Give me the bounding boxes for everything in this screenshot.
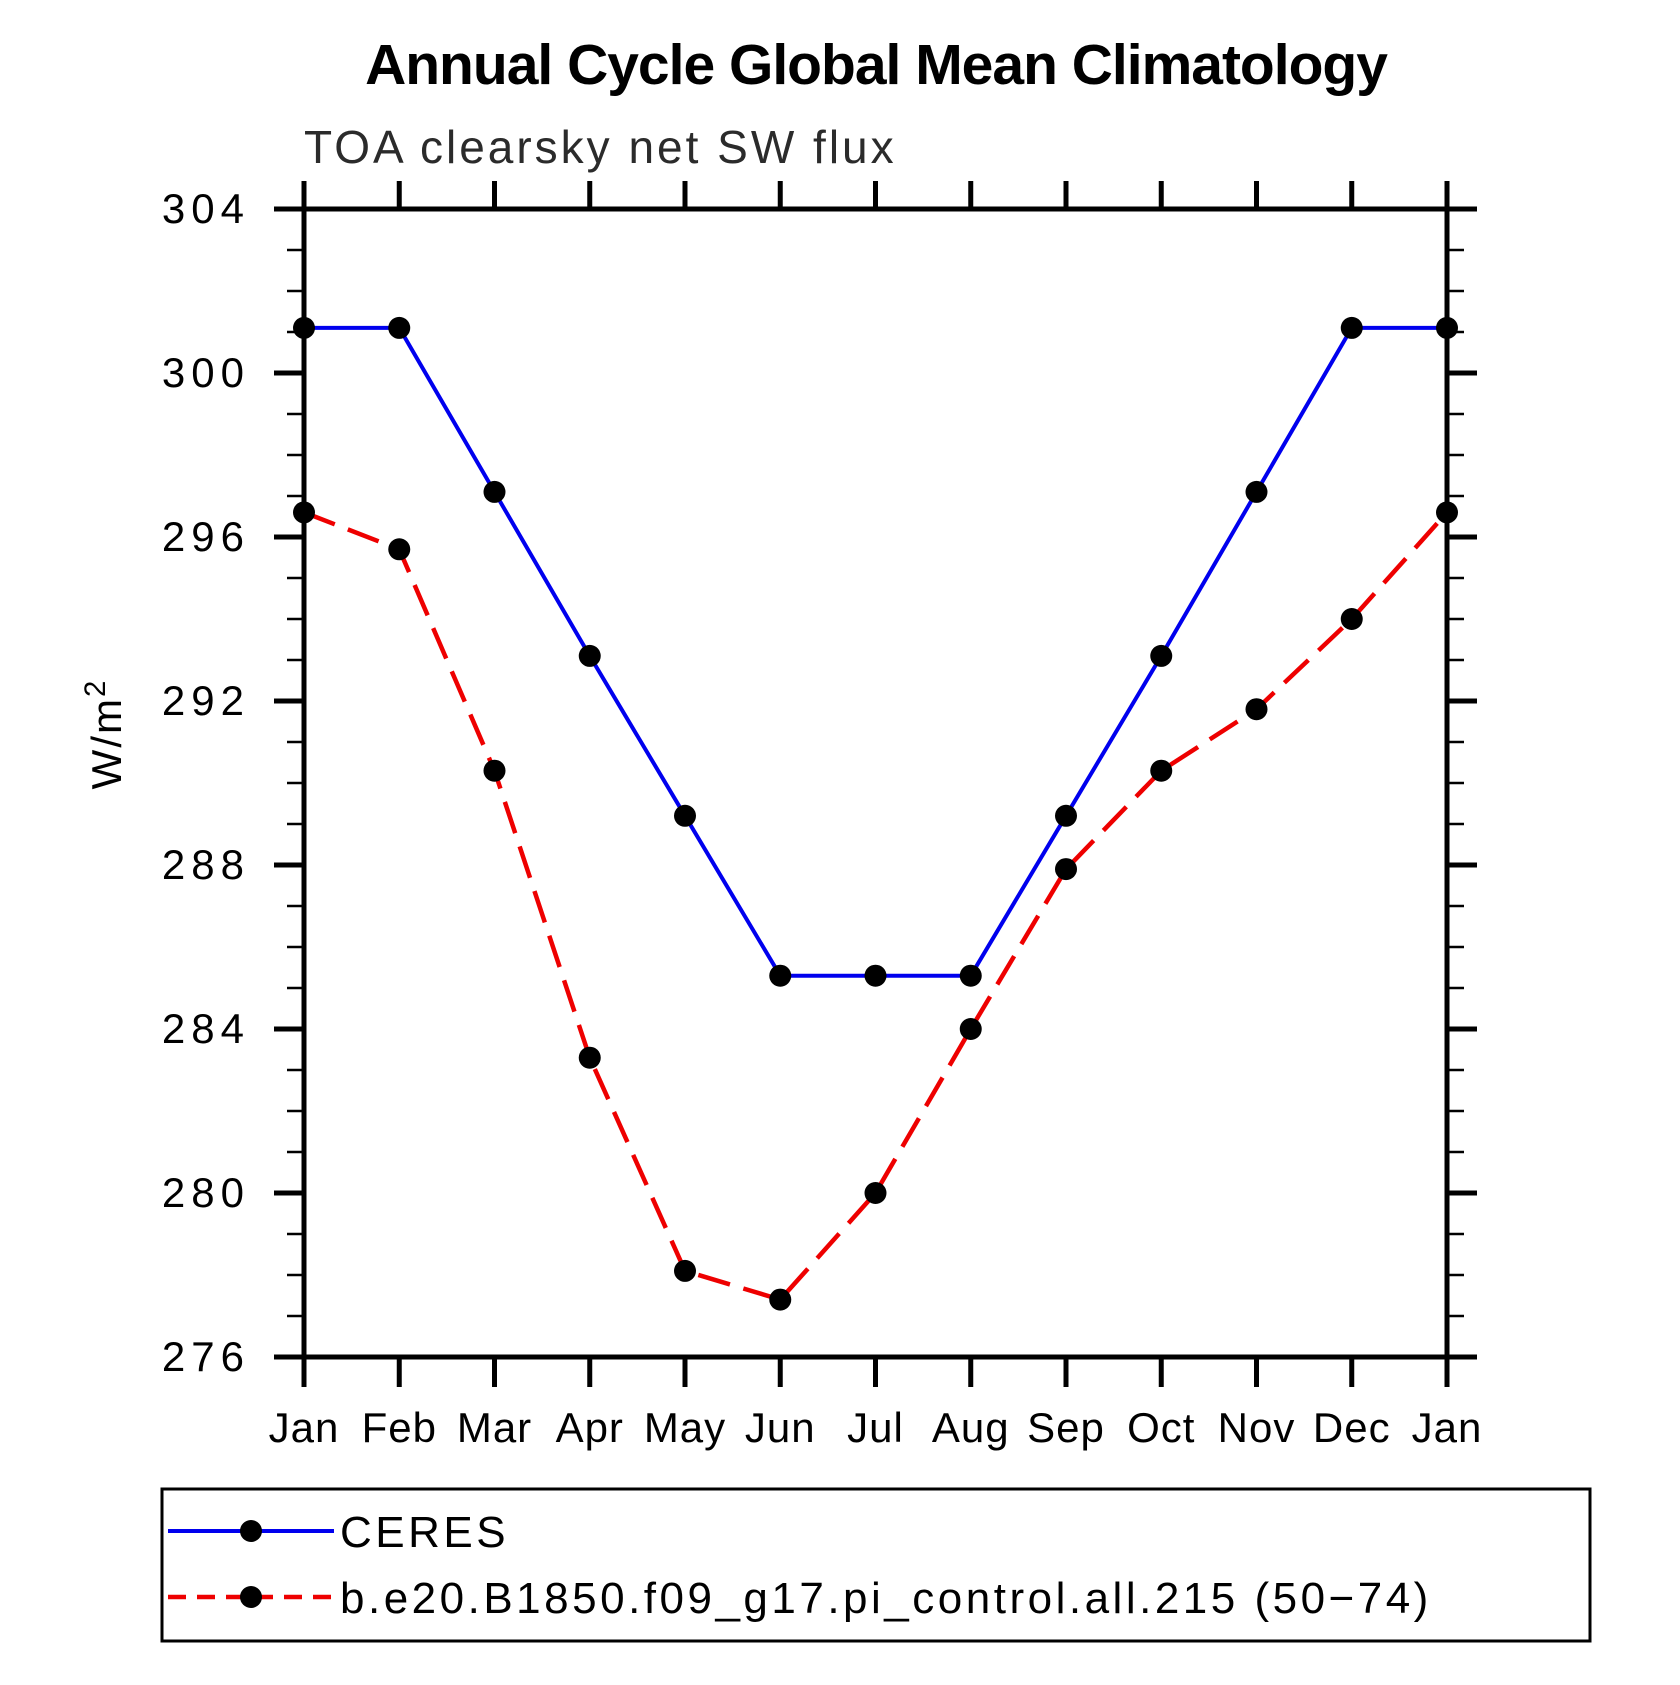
x-tick-label: Nov bbox=[1218, 1404, 1296, 1451]
x-tick-label: Mar bbox=[457, 1404, 532, 1451]
x-tick-label: Jun bbox=[745, 1404, 816, 1451]
ceres-marker bbox=[1055, 804, 1077, 827]
x-tick-label: Aug bbox=[932, 1404, 1010, 1451]
model-marker bbox=[959, 1018, 982, 1040]
model-marker bbox=[674, 1259, 696, 1282]
legend-label-model: b.e20.B1850.f09_g17.pi_control.all.215 (… bbox=[340, 1574, 1432, 1623]
x-tick-label: Oct bbox=[1127, 1404, 1195, 1451]
ceres-marker bbox=[1245, 480, 1268, 503]
legend-label-ceres: CERES bbox=[340, 1508, 509, 1557]
svg-text:W/m2: W/m2 bbox=[79, 679, 130, 790]
x-tick-label: Jul bbox=[847, 1404, 904, 1451]
chart-subtitle: TOA clearsky net SW flux bbox=[304, 121, 897, 173]
y-axis-title-base: W/m bbox=[83, 697, 130, 789]
legend-marker-model bbox=[240, 1586, 262, 1608]
x-tick-label: May bbox=[644, 1404, 726, 1451]
y-tick-label: 300 bbox=[162, 349, 250, 396]
chart-title: Annual Cycle Global Mean Climatology bbox=[365, 33, 1388, 97]
ceres-marker bbox=[769, 964, 792, 987]
x-tick-label: Feb bbox=[362, 1404, 437, 1451]
y-tick-label: 292 bbox=[162, 677, 250, 724]
ceres-marker bbox=[864, 964, 887, 987]
ceres-marker bbox=[1340, 316, 1363, 339]
model-marker bbox=[1245, 698, 1268, 721]
model-marker bbox=[578, 1046, 601, 1069]
model-marker bbox=[769, 1288, 792, 1311]
ceres-marker bbox=[388, 316, 411, 339]
x-tick-label: Jan bbox=[269, 1404, 340, 1451]
axis-ticks bbox=[274, 181, 1477, 1387]
model-marker bbox=[388, 538, 411, 561]
model-marker bbox=[1340, 608, 1363, 630]
y-tick-label: 276 bbox=[162, 1333, 250, 1380]
model-marker bbox=[864, 1182, 887, 1204]
model-line bbox=[303, 510, 1449, 1303]
model-marker bbox=[1150, 759, 1173, 782]
ceres-marker bbox=[578, 644, 601, 667]
legend-row-ceres: CERES bbox=[168, 1508, 509, 1557]
data-series bbox=[293, 316, 1458, 1311]
ceres-marker bbox=[959, 964, 982, 987]
legend-row-model: b.e20.B1850.f09_g17.pi_control.all.215 (… bbox=[168, 1574, 1432, 1623]
legend: CERES b.e20.B1850.f09_g17.pi_control.all… bbox=[160, 1487, 1592, 1643]
ceres-marker bbox=[674, 804, 696, 827]
ceres-marker bbox=[483, 480, 506, 503]
model-marker bbox=[1055, 858, 1077, 881]
y-tick-label: 284 bbox=[162, 1005, 250, 1052]
x-tick-label: Dec bbox=[1313, 1404, 1391, 1451]
y-axis-title-exponent: 2 bbox=[79, 679, 112, 697]
plot-frame bbox=[301, 206, 1450, 1360]
y-axis-title: W/m2 bbox=[79, 679, 130, 790]
axis-tick-labels: 276 280 284 288 292 296 300 304 Jan Feb Mar Apr May J… bbox=[162, 185, 1483, 1451]
x-tick-label: Sep bbox=[1027, 1404, 1105, 1451]
legend-box bbox=[160, 1487, 1592, 1643]
legend-marker-ceres bbox=[240, 1520, 262, 1542]
x-tick-label: Apr bbox=[556, 1404, 624, 1451]
ceres-marker bbox=[1150, 644, 1173, 667]
y-tick-label: 296 bbox=[162, 513, 250, 560]
x-tick-label: Jan bbox=[1412, 1404, 1483, 1451]
y-tick-label: 288 bbox=[162, 841, 250, 888]
y-tick-label: 280 bbox=[162, 1169, 250, 1216]
y-tick-label: 304 bbox=[162, 185, 250, 232]
ceres-line bbox=[304, 325, 1447, 978]
model-marker bbox=[483, 759, 506, 782]
